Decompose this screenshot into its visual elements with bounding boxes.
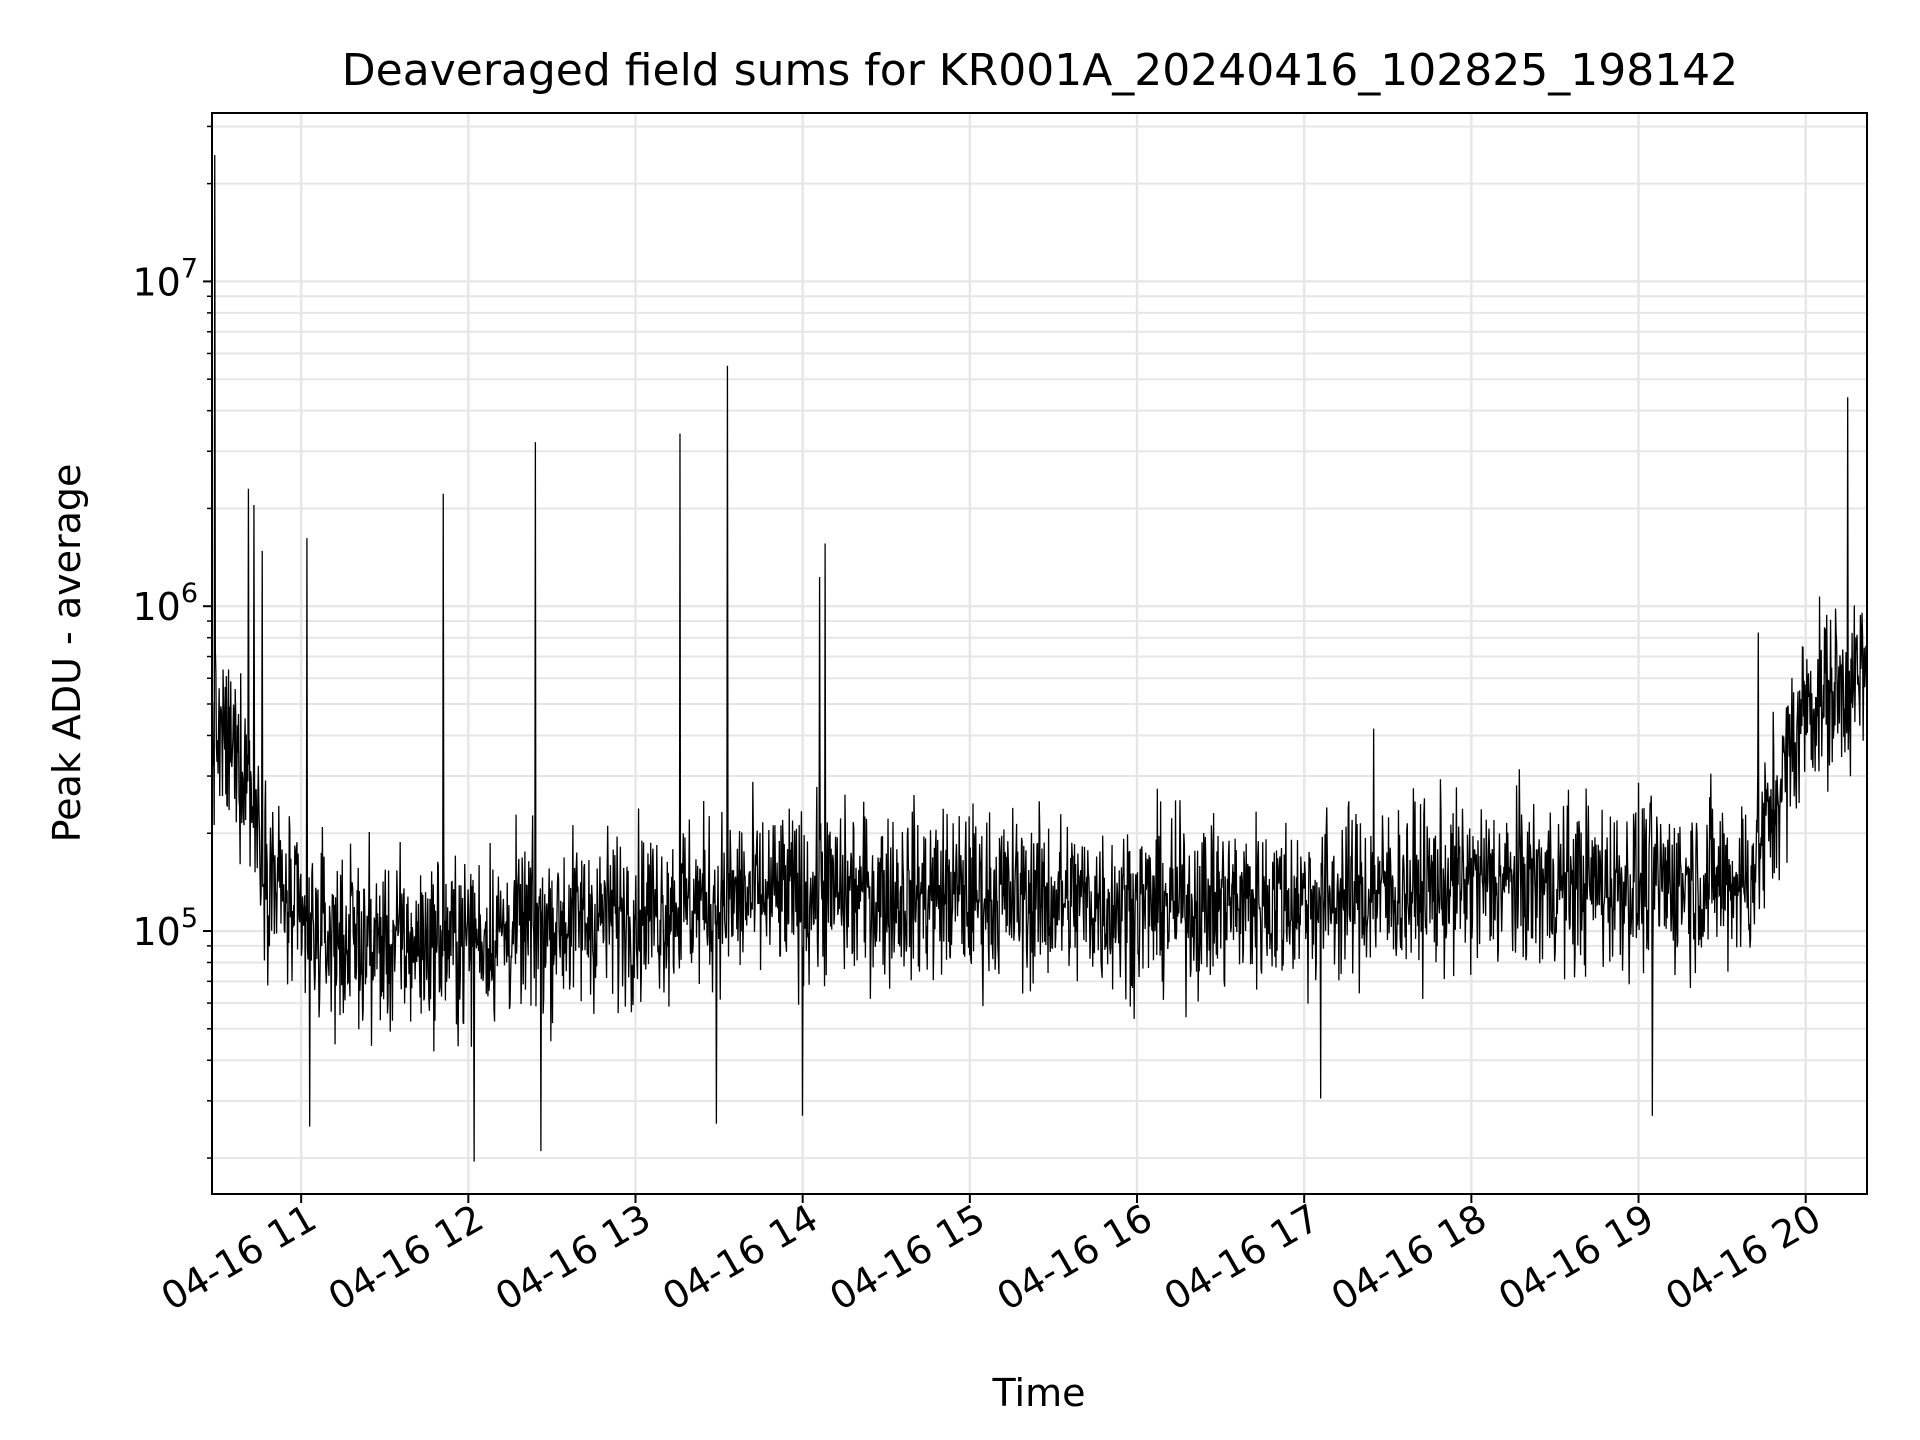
y-tick-label: 106 <box>132 578 198 629</box>
y-axis-label: Peak ADU - average <box>45 464 89 843</box>
x-axis-label: Time <box>992 1371 1086 1415</box>
series-line <box>211 155 1868 1162</box>
chart-title: Deaveraged field sums for KR001A_2024041… <box>342 45 1738 96</box>
data-series <box>211 155 1868 1162</box>
y-axis: 105 106 107 <box>132 125 212 1159</box>
y-tick-label: 105 <box>132 903 198 954</box>
y-tick-label: 107 <box>132 253 198 304</box>
grid-lines <box>212 113 1867 1194</box>
plot-frame <box>211 112 1868 1195</box>
